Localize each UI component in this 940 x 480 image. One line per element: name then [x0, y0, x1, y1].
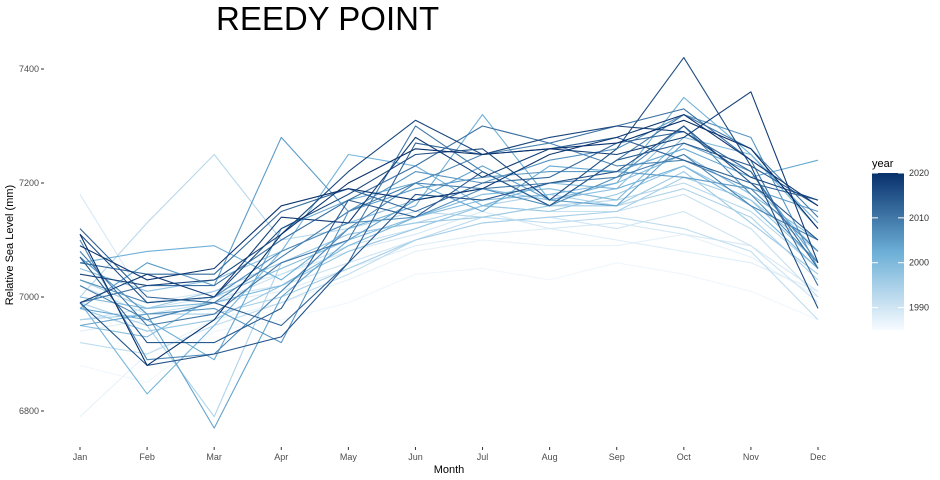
colorbar-tick-label: 1990 — [909, 303, 929, 313]
series-line-2011 — [79, 108, 819, 304]
series-line-2008 — [79, 142, 819, 361]
series-lines — [79, 57, 819, 429]
series-line-1991 — [79, 193, 819, 315]
colorbar-tick-label: 2020 — [909, 168, 929, 178]
x-axis: Jan Feb Mar Apr May Jun Jul Aug Sep Oct Nov Dec — [73, 447, 827, 462]
colorbar-legend: year 1990 2000 2010 2020 — [872, 158, 929, 330]
x-tick-label: Sep — [609, 452, 625, 462]
y-axis-title: Relative Sea Level (mm) — [4, 185, 16, 305]
series-line-2009 — [79, 153, 819, 321]
y-axis: 6800 7000 7200 7400 — [19, 64, 44, 416]
y-tick-label: 7200 — [19, 178, 39, 188]
series-line-2015 — [79, 125, 819, 366]
series-line-2019 — [79, 114, 819, 281]
series-line-1989 — [79, 194, 819, 304]
series-line-2006 — [79, 114, 819, 344]
series-line-1995 — [79, 176, 819, 321]
series-line-1997 — [79, 165, 819, 332]
x-tick-label: Feb — [139, 452, 155, 462]
y-tick-label: 7400 — [19, 64, 39, 74]
series-line-2020 — [79, 119, 819, 366]
x-tick-label: Jan — [73, 452, 88, 462]
x-tick-label: Nov — [743, 452, 760, 462]
colorbar-tick-label: 2010 — [909, 213, 929, 223]
y-tick-label: 6800 — [19, 406, 39, 416]
colorbar-ticks: 1990 2000 2010 2020 — [872, 168, 929, 313]
colorbar-tick-label: 2000 — [909, 258, 929, 268]
series-line-2018 — [79, 91, 819, 304]
x-tick-label: Oct — [677, 452, 692, 462]
colorbar — [872, 173, 904, 330]
series-line-2013 — [79, 136, 819, 327]
series-line-2000 — [79, 136, 819, 309]
legend-title: year — [872, 158, 894, 170]
x-tick-label: Aug — [542, 452, 558, 462]
x-tick-label: Mar — [206, 452, 222, 462]
y-tick-label: 7000 — [19, 292, 39, 302]
x-axis-title: Month — [434, 464, 465, 476]
chart-title: REEDY POINT — [216, 0, 439, 37]
x-tick-label: Jul — [477, 452, 489, 462]
series-line-1992 — [79, 216, 819, 355]
series-line-1990 — [79, 210, 819, 321]
series-line-1987 — [79, 233, 819, 418]
series-line-2005 — [79, 136, 819, 309]
x-tick-label: Jun — [408, 452, 423, 462]
series-line-2002 — [79, 96, 819, 281]
series-line-1996 — [79, 171, 819, 309]
series-line-2017 — [79, 119, 819, 287]
x-tick-label: Apr — [274, 452, 288, 462]
x-tick-label: May — [340, 452, 358, 462]
series-line-1994 — [79, 188, 819, 418]
series-line-1986 — [79, 262, 819, 384]
series-line-1993 — [79, 153, 819, 298]
x-tick-label: Dec — [810, 452, 827, 462]
